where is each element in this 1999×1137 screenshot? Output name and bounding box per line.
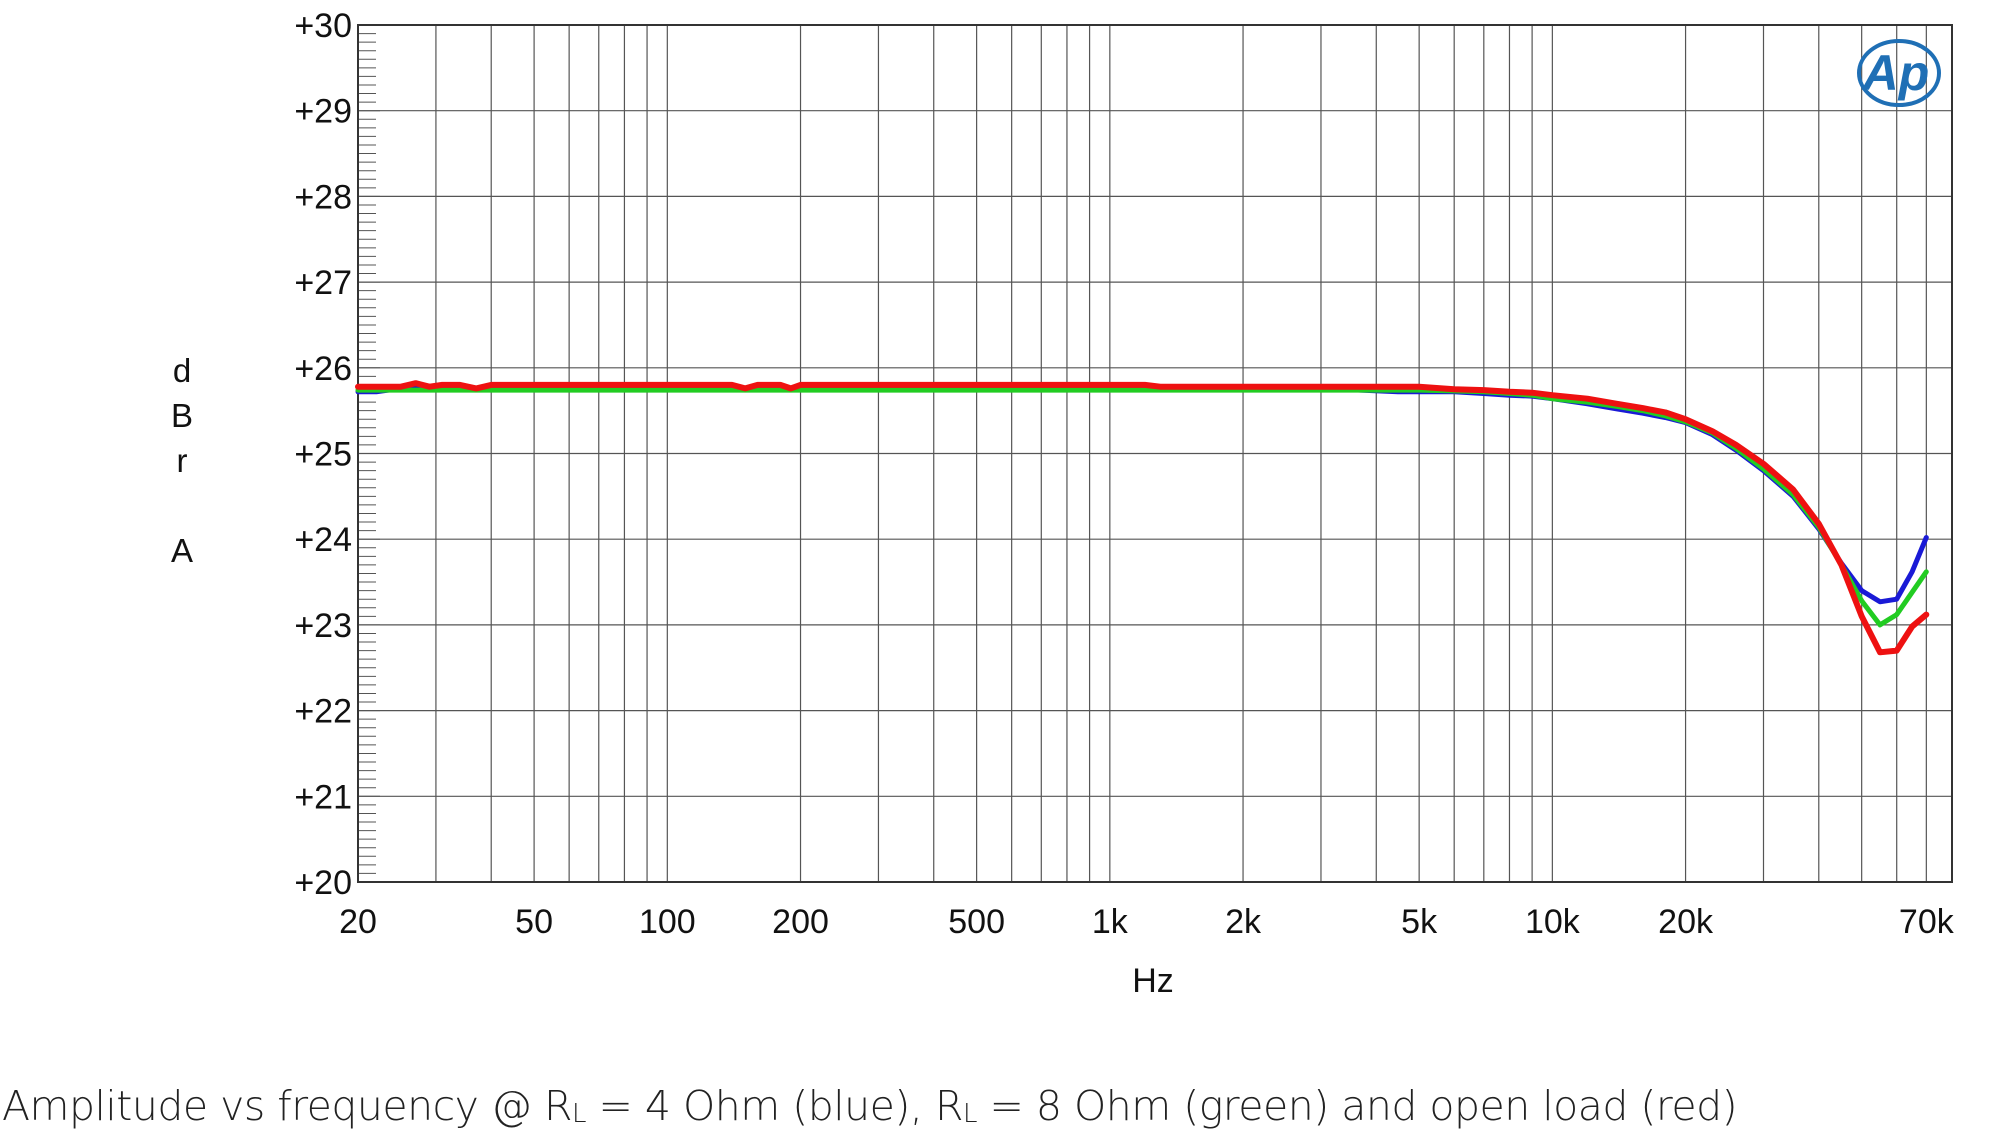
y-axis-label-letter: A	[171, 532, 193, 569]
y-tick-label: +24	[294, 521, 352, 559]
ap-logo: Ap	[1857, 39, 1941, 107]
grid-layer	[358, 25, 1952, 882]
x-tick-label: 1k	[1092, 903, 1129, 941]
y-tick-label: +21	[294, 778, 352, 816]
x-tick-label: 20	[339, 903, 377, 941]
y-tick-label: +30	[294, 7, 352, 45]
x-tick-label: 20k	[1658, 903, 1714, 941]
series-line	[355, 380, 1930, 656]
y-axis-label-letter: d	[173, 352, 191, 389]
minor-tick-layer	[358, 33, 380, 883]
x-axis-label: Hz	[1132, 962, 1174, 1000]
caption-subscript-2: L	[962, 1099, 978, 1129]
x-tick-label: 50	[515, 903, 553, 941]
y-tick-label: +26	[294, 350, 352, 388]
y-tick-label: +28	[294, 178, 352, 216]
y-tick-label: +25	[294, 436, 352, 474]
series-line	[355, 387, 1929, 628]
caption-suffix: = 8 Ohm (green) and open load (red)	[976, 1082, 1738, 1130]
y-axis-label-letter: r	[177, 442, 188, 479]
ap-logo-text: Ap	[1861, 45, 1930, 101]
x-tick-label: 100	[639, 903, 696, 941]
figure-caption: Amplitude vs frequency @ RL = 4 Ohm (blu…	[2, 1082, 1738, 1130]
x-tick-label: 2k	[1225, 903, 1262, 941]
caption-mid: = 4 Ohm (blue), R	[586, 1082, 964, 1130]
y-tick-label: +29	[294, 93, 352, 131]
x-tick-label: 10k	[1525, 903, 1581, 941]
y-tick-label: +23	[294, 607, 352, 645]
x-tick-labels: 20 50 100 200 500 1k 2k 5k 10k 20k 70k	[339, 903, 1955, 941]
y-tick-label: +27	[294, 264, 352, 302]
y-tick-label: +22	[294, 693, 352, 731]
y-axis-label: dBr A	[171, 352, 193, 569]
caption-subscript-1: L	[572, 1099, 587, 1129]
x-tick-label: 70k	[1899, 903, 1955, 941]
y-tick-label: +20	[294, 864, 352, 902]
y-tick-labels: +20 +21 +22 +23 +24 +25 +26 +27 +28 +29 +30	[294, 7, 352, 902]
series-layer	[355, 380, 1930, 656]
x-tick-label: 5k	[1401, 903, 1438, 941]
x-tick-label: 200	[772, 903, 829, 941]
y-axis-label-letter: B	[171, 397, 193, 434]
x-tick-label: 500	[948, 903, 1005, 941]
plot-frame	[357, 24, 1953, 883]
caption-prefix: Amplitude vs frequency @ R	[2, 1082, 573, 1130]
